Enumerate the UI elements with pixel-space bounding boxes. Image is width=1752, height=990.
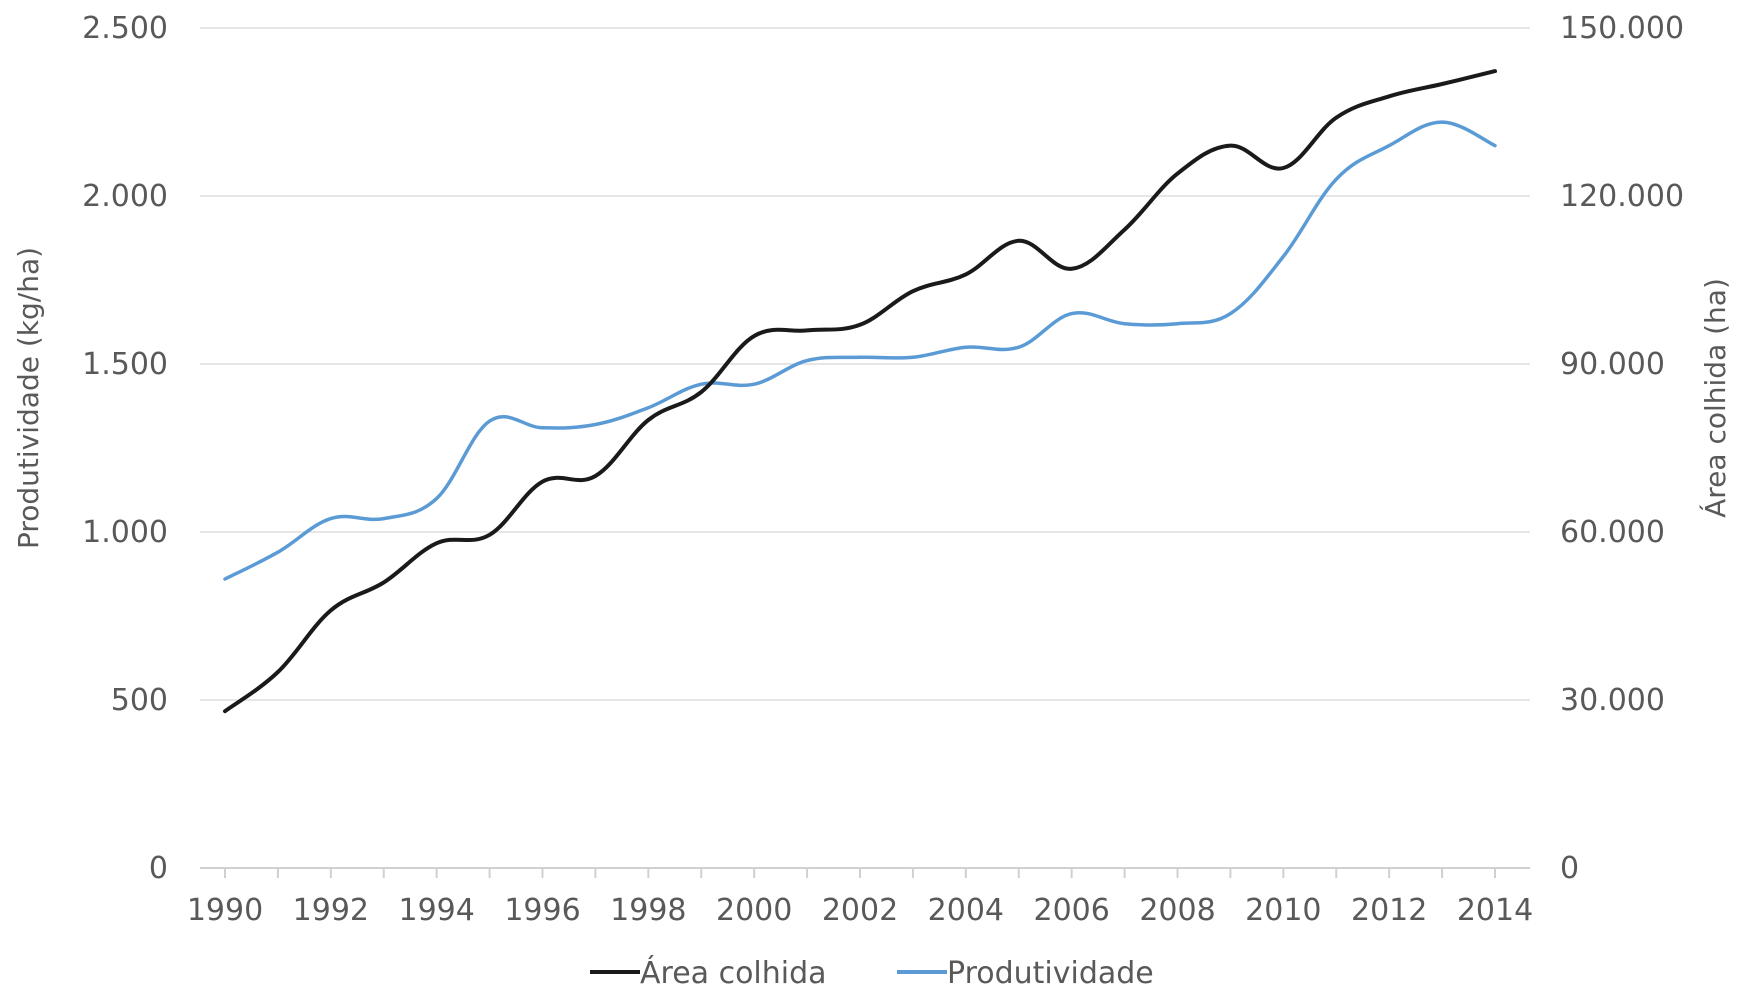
x-tick-label: 1994 (398, 893, 474, 928)
y-left-tick-label: 2.500 (82, 11, 168, 46)
x-tick-label: 1992 (293, 893, 369, 928)
y-left-axis-title: Produtividade (kg/ha) (12, 247, 45, 549)
x-tick-label: 2012 (1351, 893, 1427, 928)
y-right-tick-label: 90.000 (1560, 347, 1665, 382)
y-right-tick-label: 30.000 (1560, 683, 1665, 718)
x-tick-label: 2010 (1245, 893, 1321, 928)
y-right-axis-title: Área colhida (ha) (1698, 278, 1732, 518)
legend-label: Produtividade (947, 956, 1154, 990)
y-right-tick-label: 60.000 (1560, 515, 1665, 550)
y-left-tick-label: 1.500 (82, 347, 168, 382)
x-tick-label: 2000 (716, 893, 792, 928)
x-tick-label: 2002 (822, 893, 898, 928)
y-left-tick-label: 0 (149, 851, 168, 886)
y-left-tick-label: 2.000 (82, 179, 168, 214)
x-tick-label: 1998 (610, 893, 686, 928)
y-right-tick-label: 0 (1560, 851, 1579, 886)
axes: 1990 1992 1994 1996 1998 2000 2002 2004 2006 2008… (12, 11, 1732, 928)
x-tick-label: 2006 (1033, 893, 1109, 928)
series-line-produtividade (223, 120, 1497, 581)
series-line-area-colhida (223, 69, 1497, 714)
legend-label: Área colhida (640, 955, 827, 990)
x-tick-label: 1990 (187, 893, 263, 928)
x-tick-label: 2004 (928, 893, 1004, 928)
x-tick-label: 2014 (1457, 893, 1533, 928)
series-lines (223, 69, 1497, 714)
gridlines (200, 27, 1530, 701)
y-right-tick-label: 120.000 (1560, 179, 1684, 214)
y-left-tick-label: 500 (111, 683, 168, 718)
y-left-tick-label: 1.000 (82, 515, 168, 550)
y-right-tick-label: 150.000 (1560, 11, 1684, 46)
x-tick-label: 2008 (1139, 893, 1215, 928)
legend: Área colhida Produtividade (590, 955, 1154, 990)
x-tick-label: 1996 (504, 893, 580, 928)
